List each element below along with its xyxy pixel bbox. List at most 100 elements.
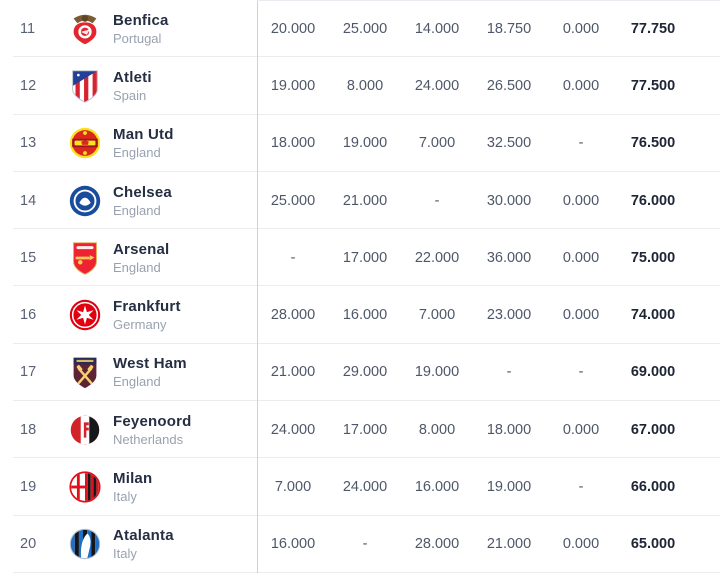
- season-value-3: 8.000: [418, 421, 456, 438]
- table-row[interactable]: 19 Milan Italy 7.000 24.000 16.000 19.00…: [0, 458, 720, 516]
- season-value-5: 0.000: [562, 77, 600, 94]
- season-value-1: 25.000: [270, 192, 316, 209]
- rank-number: 14: [20, 192, 37, 209]
- season-value-3: 22.000: [414, 249, 460, 266]
- total-coefficient: 77.500: [630, 77, 676, 94]
- season-value-4: 26.500: [486, 77, 532, 94]
- club-country: Italy: [113, 489, 137, 505]
- season-value-5: -: [578, 364, 584, 381]
- club-name: Frankfurt: [113, 298, 181, 316]
- season-value-4: 36.000: [486, 249, 532, 266]
- total-coefficient: 65.000: [630, 536, 676, 553]
- atalanta-crest-icon: [60, 525, 110, 563]
- table-row[interactable]: 16 Frankfurt Germany 28.000 16.000 7.000…: [0, 286, 720, 345]
- arsenal-crest-icon: [60, 239, 110, 277]
- season-value-3: 24.000: [414, 77, 460, 94]
- top-divider: [257, 0, 720, 1]
- total-coefficient: 74.000: [630, 307, 676, 324]
- season-value-3: 14.000: [414, 20, 460, 37]
- club-info: Benfica Portugal: [110, 11, 257, 47]
- season-value-2: 24.000: [342, 479, 388, 496]
- season-value-4: 32.500: [486, 135, 532, 152]
- club-country: Netherlands: [113, 431, 184, 447]
- season-value-2: 17.000: [342, 249, 388, 266]
- total-coefficient: 76.000: [630, 192, 676, 209]
- club-name: Benfica: [113, 11, 169, 29]
- season-value-2: 17.000: [342, 421, 388, 438]
- feyenoord-crest-icon: [60, 411, 110, 449]
- table-row[interactable]: 11 Benfica Portugal 20.000 25.000 14.000…: [0, 0, 720, 58]
- rank-number: 19: [20, 479, 37, 496]
- season-value-2: 19.000: [342, 135, 388, 152]
- club-country: England: [113, 374, 161, 390]
- club-info: Milan Italy: [110, 469, 257, 505]
- chelsea-crest-icon: [60, 182, 110, 220]
- season-value-1: 24.000: [270, 421, 316, 438]
- club-info: Atalanta Italy: [110, 526, 257, 562]
- club-name: Atleti: [113, 68, 152, 86]
- season-value-5: 0.000: [562, 249, 600, 266]
- table-row[interactable]: 13 Man Utd England 18.000 19.000 7.000 3…: [0, 114, 720, 173]
- total-coefficient: 75.000: [630, 249, 676, 266]
- club-info: Arsenal England: [110, 240, 257, 276]
- table-row[interactable]: 15 Arsenal England - 17.000 22.000 36.00…: [0, 229, 720, 287]
- season-value-4: 21.000: [486, 536, 532, 553]
- season-value-5: 0.000: [562, 421, 600, 438]
- club-name: Arsenal: [113, 240, 170, 258]
- westham-crest-icon: [60, 353, 110, 391]
- season-value-5: 0.000: [562, 192, 600, 209]
- table-row[interactable]: 14 Chelsea England 25.000 21.000 - 30.00…: [0, 171, 720, 230]
- season-value-4: 23.000: [486, 307, 532, 324]
- season-value-3: 19.000: [414, 364, 460, 381]
- season-value-4: 18.000: [486, 421, 532, 438]
- rank-number: 12: [20, 77, 37, 94]
- rank-number: 13: [20, 135, 37, 152]
- season-value-3: 7.000: [418, 135, 456, 152]
- season-value-1: 19.000: [270, 77, 316, 94]
- season-value-1: 7.000: [274, 479, 312, 496]
- club-country: Italy: [113, 546, 137, 562]
- season-value-2: 21.000: [342, 192, 388, 209]
- season-value-2: 29.000: [342, 364, 388, 381]
- club-name: Feyenoord: [113, 412, 192, 430]
- club-info: Atleti Spain: [110, 68, 257, 104]
- season-value-3: -: [434, 192, 440, 209]
- club-info: Frankfurt Germany: [110, 297, 257, 333]
- frankfurt-crest-icon: [60, 296, 110, 334]
- season-value-3: 7.000: [418, 307, 456, 324]
- season-value-3: 28.000: [414, 536, 460, 553]
- season-value-4: 19.000: [486, 479, 532, 496]
- table-row[interactable]: 17 West Ham England 21.000 29.000 19.000…: [0, 343, 720, 402]
- season-value-4: -: [506, 364, 512, 381]
- season-value-1: -: [290, 249, 296, 266]
- season-value-5: 0.000: [562, 536, 600, 553]
- atleti-crest-icon: [60, 67, 110, 105]
- rank-number: 11: [20, 20, 36, 37]
- table-row[interactable]: 18 Feyenoord Netherlands 24.000 17.000 8…: [0, 401, 720, 459]
- season-value-1: 21.000: [270, 364, 316, 381]
- total-coefficient: 69.000: [630, 364, 676, 381]
- season-value-4: 18.750: [486, 20, 532, 37]
- season-value-4: 30.000: [486, 192, 532, 209]
- club-info: Chelsea England: [110, 183, 257, 219]
- season-value-5: 0.000: [562, 307, 600, 324]
- club-country: Germany: [113, 317, 167, 333]
- rank-number: 18: [20, 421, 37, 438]
- club-name: Chelsea: [113, 183, 172, 201]
- rank-number: 20: [20, 536, 37, 553]
- club-country: England: [113, 202, 161, 218]
- rank-number: 15: [20, 249, 37, 266]
- season-value-5: -: [578, 135, 584, 152]
- total-coefficient: 76.500: [630, 135, 676, 152]
- club-name: Man Utd: [113, 126, 174, 144]
- club-country: Portugal: [113, 30, 162, 46]
- column-separator: [257, 0, 258, 573]
- rank-number: 16: [20, 307, 37, 324]
- milan-crest-icon: [60, 468, 110, 506]
- table-row[interactable]: 12 Atleti Spain 19.000 8.000 24.000 26.5…: [0, 57, 720, 115]
- season-value-5: -: [578, 479, 584, 496]
- total-coefficient: 77.750: [630, 20, 676, 37]
- table-row[interactable]: 20 Atalanta Italy 16.000 - 28.000 21.000…: [0, 515, 720, 573]
- club-name: Milan: [113, 470, 153, 488]
